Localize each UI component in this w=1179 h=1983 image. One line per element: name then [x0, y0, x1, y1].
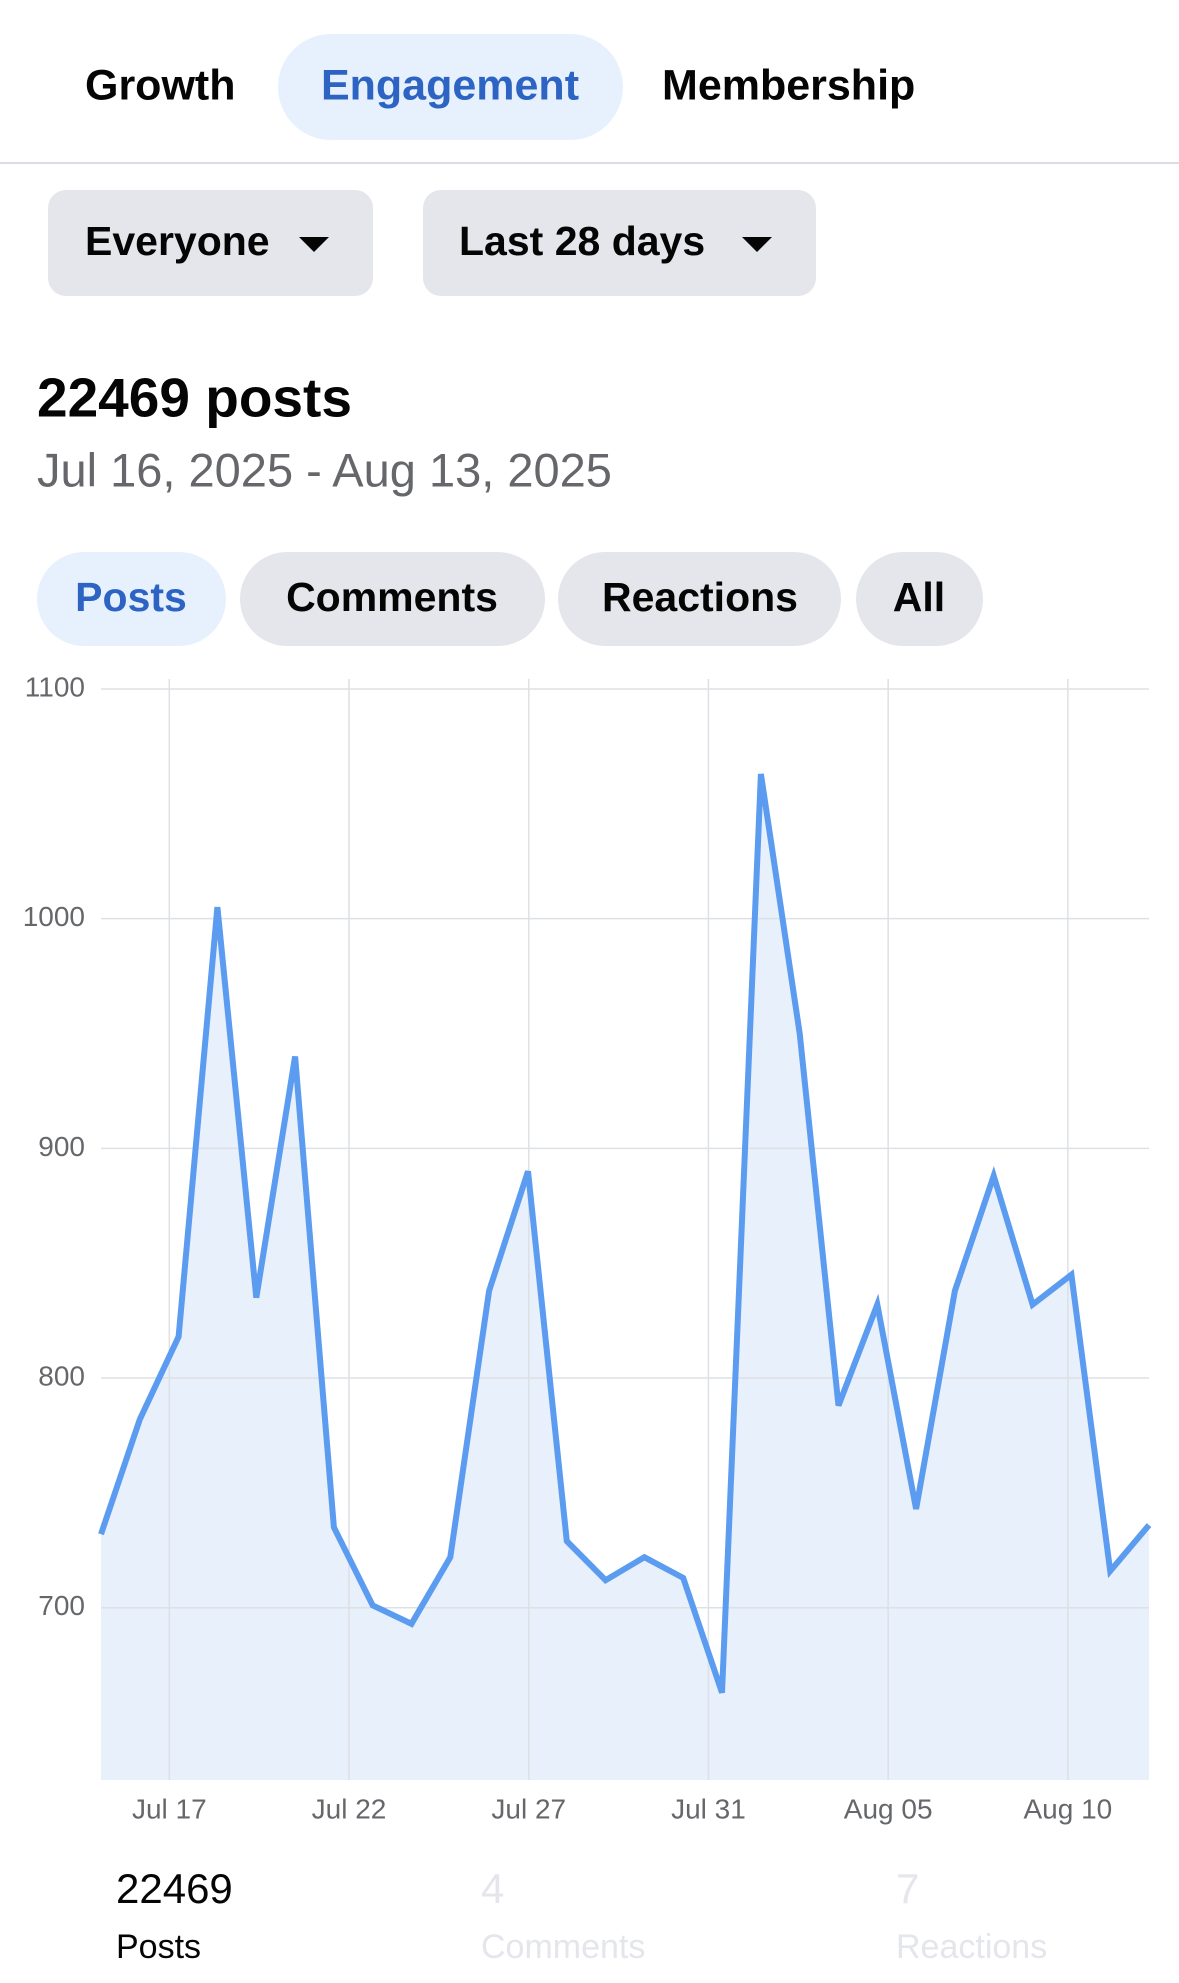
x-tick-label: Jul 31: [671, 1793, 746, 1824]
x-tick-label: Jul 22: [312, 1793, 387, 1824]
y-tick-label: 1100: [25, 671, 85, 702]
chip-label: Posts: [75, 574, 187, 620]
x-tick-label: Aug 05: [844, 1793, 933, 1824]
y-tick-label: 1000: [23, 901, 85, 932]
caret: [742, 237, 772, 252]
y-tick-label: 900: [38, 1131, 85, 1162]
stat-value: 7: [896, 1865, 919, 1912]
x-tick-label: Aug 10: [1024, 1793, 1113, 1824]
tab[interactable]: Growth: [85, 61, 235, 109]
tab[interactable]: Membership: [662, 61, 915, 109]
chart: 700 800 900 1000 1100 Jul 17 Jul 22 Jul 27 Jul 3…: [23, 671, 1152, 1824]
filter-dropdown[interactable]: [423, 190, 816, 296]
summary-title: 22469 posts: [37, 367, 352, 429]
chip[interactable]: [240, 552, 545, 646]
stat-label: Posts: [116, 1928, 201, 1966]
stat-label: Comments: [481, 1928, 645, 1966]
line: [98, 773, 1152, 1694]
x-tick-label: Jul 17: [132, 1793, 207, 1824]
tab-active[interactable]: Engagement: [321, 61, 579, 109]
filter-dropdown[interactable]: [48, 190, 373, 296]
chip[interactable]: [558, 552, 841, 646]
filter-label: Last 28 days: [459, 218, 705, 264]
chip-label: Comments: [286, 574, 498, 620]
caret: [299, 237, 329, 252]
filter-label: Everyone: [85, 218, 270, 264]
x-tick-label: Jul 27: [491, 1793, 566, 1824]
chip[interactable]: [856, 552, 983, 646]
chip-active[interactable]: [37, 552, 226, 646]
y-tick-label: 700: [38, 1590, 85, 1621]
chip-label: All: [893, 574, 945, 620]
date-range: Jul 16, 2025 - Aug 13, 2025: [37, 443, 612, 496]
area-fill: [101, 774, 1149, 1780]
y-tick-label: 800: [38, 1360, 85, 1391]
active-tab-bg: [278, 34, 623, 140]
stat-value: 22469: [116, 1865, 233, 1912]
chip-label: Reactions: [602, 574, 798, 620]
stat-value: 4: [481, 1865, 504, 1912]
stat-label: Reactions: [896, 1928, 1047, 1966]
